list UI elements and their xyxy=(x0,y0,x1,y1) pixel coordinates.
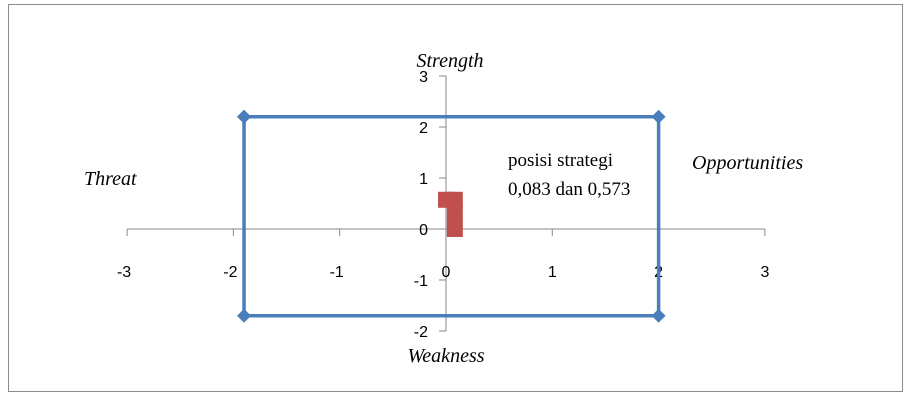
y-tick-label: 2 xyxy=(419,120,428,137)
quadrant-label-left: Threat xyxy=(84,168,137,190)
x-tick-label: -3 xyxy=(117,264,131,281)
data-point-diamond xyxy=(237,308,252,323)
x-tick-label: -1 xyxy=(330,264,344,281)
data-point-diamond xyxy=(651,308,666,323)
y-tick-label: 0 xyxy=(419,222,428,239)
data-point-square xyxy=(446,191,463,208)
y-tick-label: 3 xyxy=(419,69,428,86)
quadrant-label-right: Opportunities xyxy=(692,152,803,174)
quadrant-label-top: Strength xyxy=(416,50,483,72)
y-tick-label: 1 xyxy=(419,171,428,188)
x-tick-label: -2 xyxy=(223,264,237,281)
annotation-line-2: 0,083 dan 0,573 xyxy=(508,179,630,200)
data-point-square xyxy=(446,221,463,237)
annotation-line-1: posisi strategi xyxy=(508,150,613,171)
data-point-diamond xyxy=(651,109,666,124)
data-point-square xyxy=(446,205,463,222)
x-tick-label: 3 xyxy=(760,264,769,281)
quadrant-label-bottom: Weakness xyxy=(407,345,484,367)
y-tick-label: -1 xyxy=(414,273,428,290)
y-tick-label: -2 xyxy=(414,324,428,341)
x-tick-label: 0 xyxy=(442,264,451,281)
x-tick-label: 1 xyxy=(548,264,557,281)
data-point-diamond xyxy=(237,109,252,124)
series-layer xyxy=(237,109,666,323)
